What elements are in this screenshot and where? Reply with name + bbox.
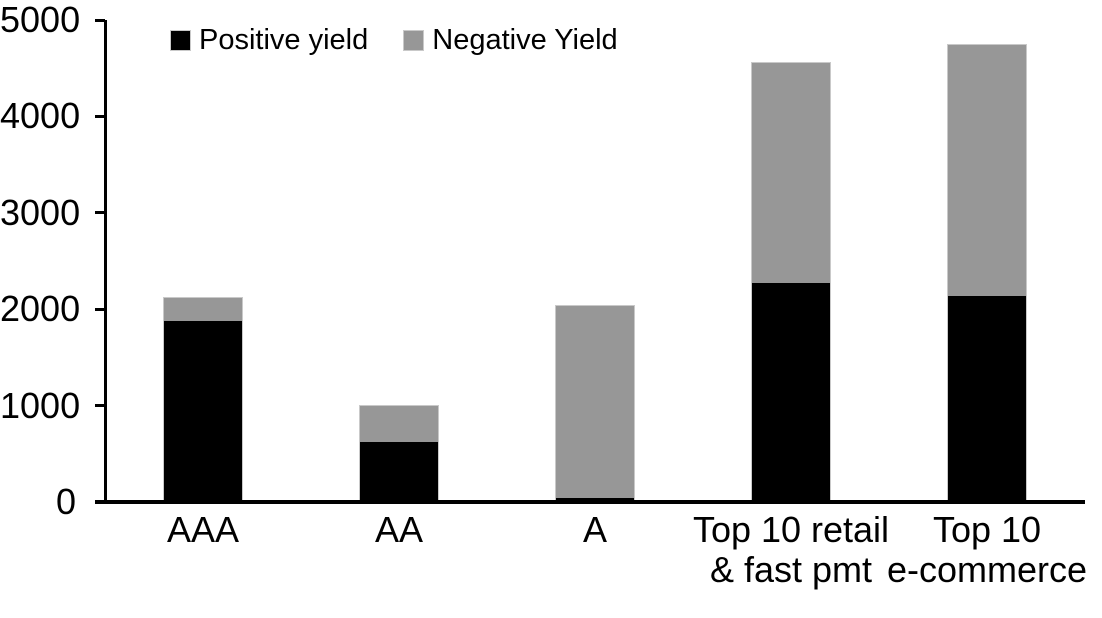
y-tick-label: 0	[55, 481, 76, 522]
y-tick	[95, 404, 105, 408]
legend-item-negative-yield: Negative Yield	[404, 24, 618, 57]
y-axis-line	[104, 20, 107, 502]
x-category-label: Top 10 retail & fast pmt	[692, 509, 890, 590]
x-axis-line	[95, 500, 1085, 504]
positive-yield-swatch	[171, 31, 190, 50]
legend-item-positive-yield: Positive yield	[171, 24, 368, 57]
bar-segment	[948, 45, 1026, 296]
x-category-label: A	[582, 509, 607, 550]
y-tick-label: 5000	[0, 0, 81, 40]
negative-yield-swatch	[404, 31, 424, 50]
y-tick-label: 1000	[0, 384, 81, 426]
y-tick-label: 2000	[0, 288, 81, 330]
x-category-label: Top 10 e-commerce	[886, 509, 1088, 590]
bar-top-10-retail	[752, 63, 830, 502]
bar-segment	[164, 320, 242, 502]
y-tick	[95, 114, 105, 118]
y-tick	[95, 18, 105, 22]
bar-aa	[360, 405, 438, 502]
bar-aaa	[164, 297, 242, 502]
positive-yield-label: Positive yield	[199, 24, 369, 56]
bar-segment	[360, 442, 438, 502]
negative-yield-label: Negative Yield	[432, 24, 618, 56]
y-tick-label: 4000	[0, 95, 81, 137]
y-tick-label: 3000	[0, 191, 81, 233]
bar-top-10	[948, 45, 1026, 502]
bar-segment	[360, 405, 438, 443]
bar-segment	[556, 306, 634, 499]
x-category-label: AA	[374, 509, 424, 550]
bar-segment	[164, 297, 242, 321]
legend: Positive yield Negative Yield	[171, 24, 618, 57]
bar-segment	[752, 63, 830, 284]
y-tick	[95, 307, 105, 311]
bar-a	[556, 306, 634, 502]
y-tick	[95, 211, 105, 215]
bar-segment	[948, 295, 1026, 502]
x-category-label: AAA	[166, 509, 240, 550]
bar-segment	[752, 283, 830, 502]
